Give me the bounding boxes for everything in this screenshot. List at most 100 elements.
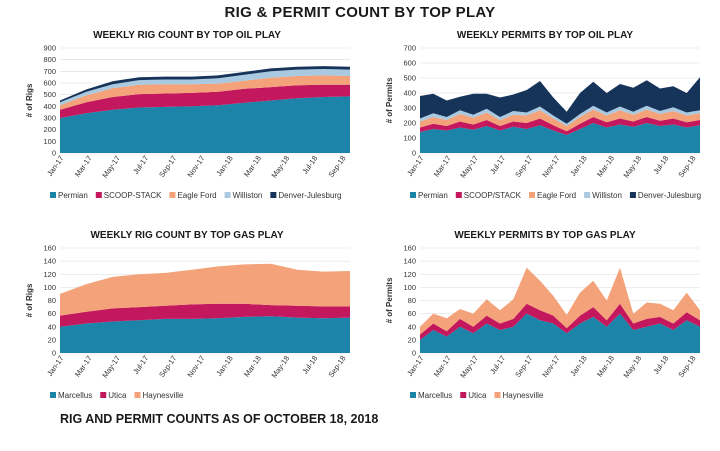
y-tick-label: 100 [403, 283, 416, 292]
chart-title: WEEKLY RIG COUNT BY TOP OIL PLAY [93, 30, 281, 41]
x-tick-label: Jan-18 [568, 154, 589, 178]
legend-swatch-permian [410, 192, 416, 198]
y-tick-label: 700 [403, 44, 416, 53]
x-tick-label: Jul-17 [131, 154, 150, 176]
oil-rigs-chart: WEEKLY RIG COUNT BY TOP OIL PLAY 0 100 200 3… [25, 30, 350, 200]
x-tick-label: Mar-18 [595, 354, 616, 379]
x-tick-label: Mar-17 [432, 154, 453, 179]
y-tick-label: 600 [403, 59, 416, 68]
area-utica [420, 303, 700, 340]
y-axis-label: # of Rigs [25, 83, 34, 117]
y-tick-label: 160 [403, 244, 416, 253]
legend-swatch-scoop-stack [455, 192, 462, 198]
legend-swatch-williston [584, 192, 591, 198]
oil-permits-chart: WEEKLY PERMITS BY TOP OIL PLAY 0 100 200 300… [385, 30, 701, 200]
y-axis-label: # of Permits [385, 77, 394, 123]
legend-label-haynesville: Haynesville [502, 391, 543, 400]
x-tick-label: May-17 [100, 354, 122, 380]
y-tick-label: 100 [43, 137, 56, 146]
y-tick-label: 800 [43, 55, 56, 64]
legend-swatch-denver-julesburg [629, 192, 636, 198]
area-utica [60, 303, 350, 327]
y-tick-label: 200 [403, 119, 416, 128]
x-tick-label: Nov-17 [540, 154, 561, 179]
x-tick-label: May-18 [270, 154, 292, 180]
x-tick-label: May-17 [458, 154, 480, 180]
x-tick-label: May-18 [622, 154, 644, 180]
y-tick-label: 200 [43, 125, 56, 134]
legend-label-williston: Williston [233, 191, 263, 200]
legend-label-marcellus: Marcellus [58, 391, 92, 400]
area-eagle-ford [420, 109, 700, 132]
footer-note: RIG AND PERMIT COUNTS AS OF OCTOBER 18, … [60, 412, 379, 426]
x-tick-label: May-18 [270, 354, 292, 380]
x-tick-label: Mar-17 [73, 354, 94, 379]
y-tick-label: 600 [43, 79, 56, 88]
y-tick-label: 0 [412, 349, 416, 358]
x-tick-label: Nov-17 [540, 354, 561, 379]
area-eagle-ford [60, 75, 350, 110]
x-tick-label: Jul-17 [488, 154, 507, 176]
x-tick-label: Jan-18 [214, 154, 235, 178]
area-marcellus [420, 313, 700, 353]
legend-swatch-utica [460, 392, 467, 398]
chart-title: WEEKLY PERMITS BY TOP OIL PLAY [457, 30, 633, 41]
legend-label-denver-julesburg: Denver-Julesburg [278, 191, 341, 200]
area-haynesville [60, 263, 350, 316]
x-tick-label: May-17 [458, 354, 480, 380]
x-tick-label: Jan-17 [45, 354, 66, 378]
legend-label-permian: Permian [418, 191, 448, 200]
y-tick-label: 700 [43, 67, 56, 76]
x-tick-label: Mar-17 [432, 354, 453, 379]
legend-label-eagle-ford: Eagle Ford [537, 191, 576, 200]
x-tick-label: Mar-18 [242, 154, 263, 179]
legend-label-permian: Permian [58, 191, 88, 200]
page-title: RIG & PERMIT COUNT BY TOP PLAY [224, 4, 496, 21]
y-tick-label: 0 [412, 149, 416, 158]
y-tick-label: 300 [403, 104, 416, 113]
x-tick-label: Sep-17 [513, 154, 534, 179]
y-tick-label: 0 [52, 149, 56, 158]
y-tick-label: 40 [408, 322, 416, 331]
area-williston [60, 69, 350, 106]
x-tick-label: Mar-18 [242, 354, 263, 379]
y-tick-label: 160 [43, 244, 56, 253]
legend-swatch-haynesville [494, 392, 501, 398]
legend-label-eagle-ford: Eagle Ford [177, 191, 216, 200]
x-tick-label: Sep-18 [676, 154, 697, 179]
y-tick-label: 140 [403, 257, 416, 266]
y-tick-label: 80 [48, 296, 56, 305]
x-tick-label: Nov-17 [185, 154, 206, 179]
legend-label-scoop-stack: SCOOP-STACK [104, 191, 162, 200]
x-tick-label: Jul-18 [651, 154, 670, 176]
x-tick-label: Jul-18 [300, 154, 319, 176]
x-tick-label: May-17 [100, 154, 122, 180]
y-tick-label: 60 [48, 309, 56, 318]
y-tick-label: 80 [408, 296, 416, 305]
legend-swatch-williston [224, 192, 231, 198]
legend-swatch-haynesville [134, 392, 141, 398]
legend-swatch-eagle-ford [529, 192, 535, 198]
x-tick-label: Jul-18 [651, 354, 670, 376]
y-tick-label: 140 [43, 257, 56, 266]
x-tick-label: Jan-17 [405, 354, 426, 378]
gas-permits-chart: WEEKLY PERMITS BY TOP GAS PLAY 0 20 40 60 80 1… [385, 230, 700, 400]
legend-label-marcellus: Marcellus [418, 391, 452, 400]
legend-label-utica: Utica [468, 391, 487, 400]
y-axis-label: # of Permits [385, 277, 394, 323]
x-tick-label: Sep-18 [326, 154, 347, 179]
x-tick-label: Jan-17 [45, 154, 66, 178]
y-tick-label: 120 [43, 270, 56, 279]
y-tick-label: 300 [43, 114, 56, 123]
y-tick-label: 20 [408, 335, 416, 344]
x-tick-label: Sep-18 [326, 354, 347, 379]
y-tick-label: 100 [43, 283, 56, 292]
area-denver-julesburg [420, 77, 700, 124]
area-williston [420, 105, 700, 126]
legend-label-utica: Utica [108, 391, 127, 400]
x-tick-label: Jan-18 [568, 354, 589, 378]
area-haynesville [420, 267, 700, 335]
legend-swatch-eagle-ford [169, 192, 176, 198]
legend-swatch-scoop-stack [95, 192, 102, 198]
x-tick-label: Sep-17 [157, 154, 178, 179]
